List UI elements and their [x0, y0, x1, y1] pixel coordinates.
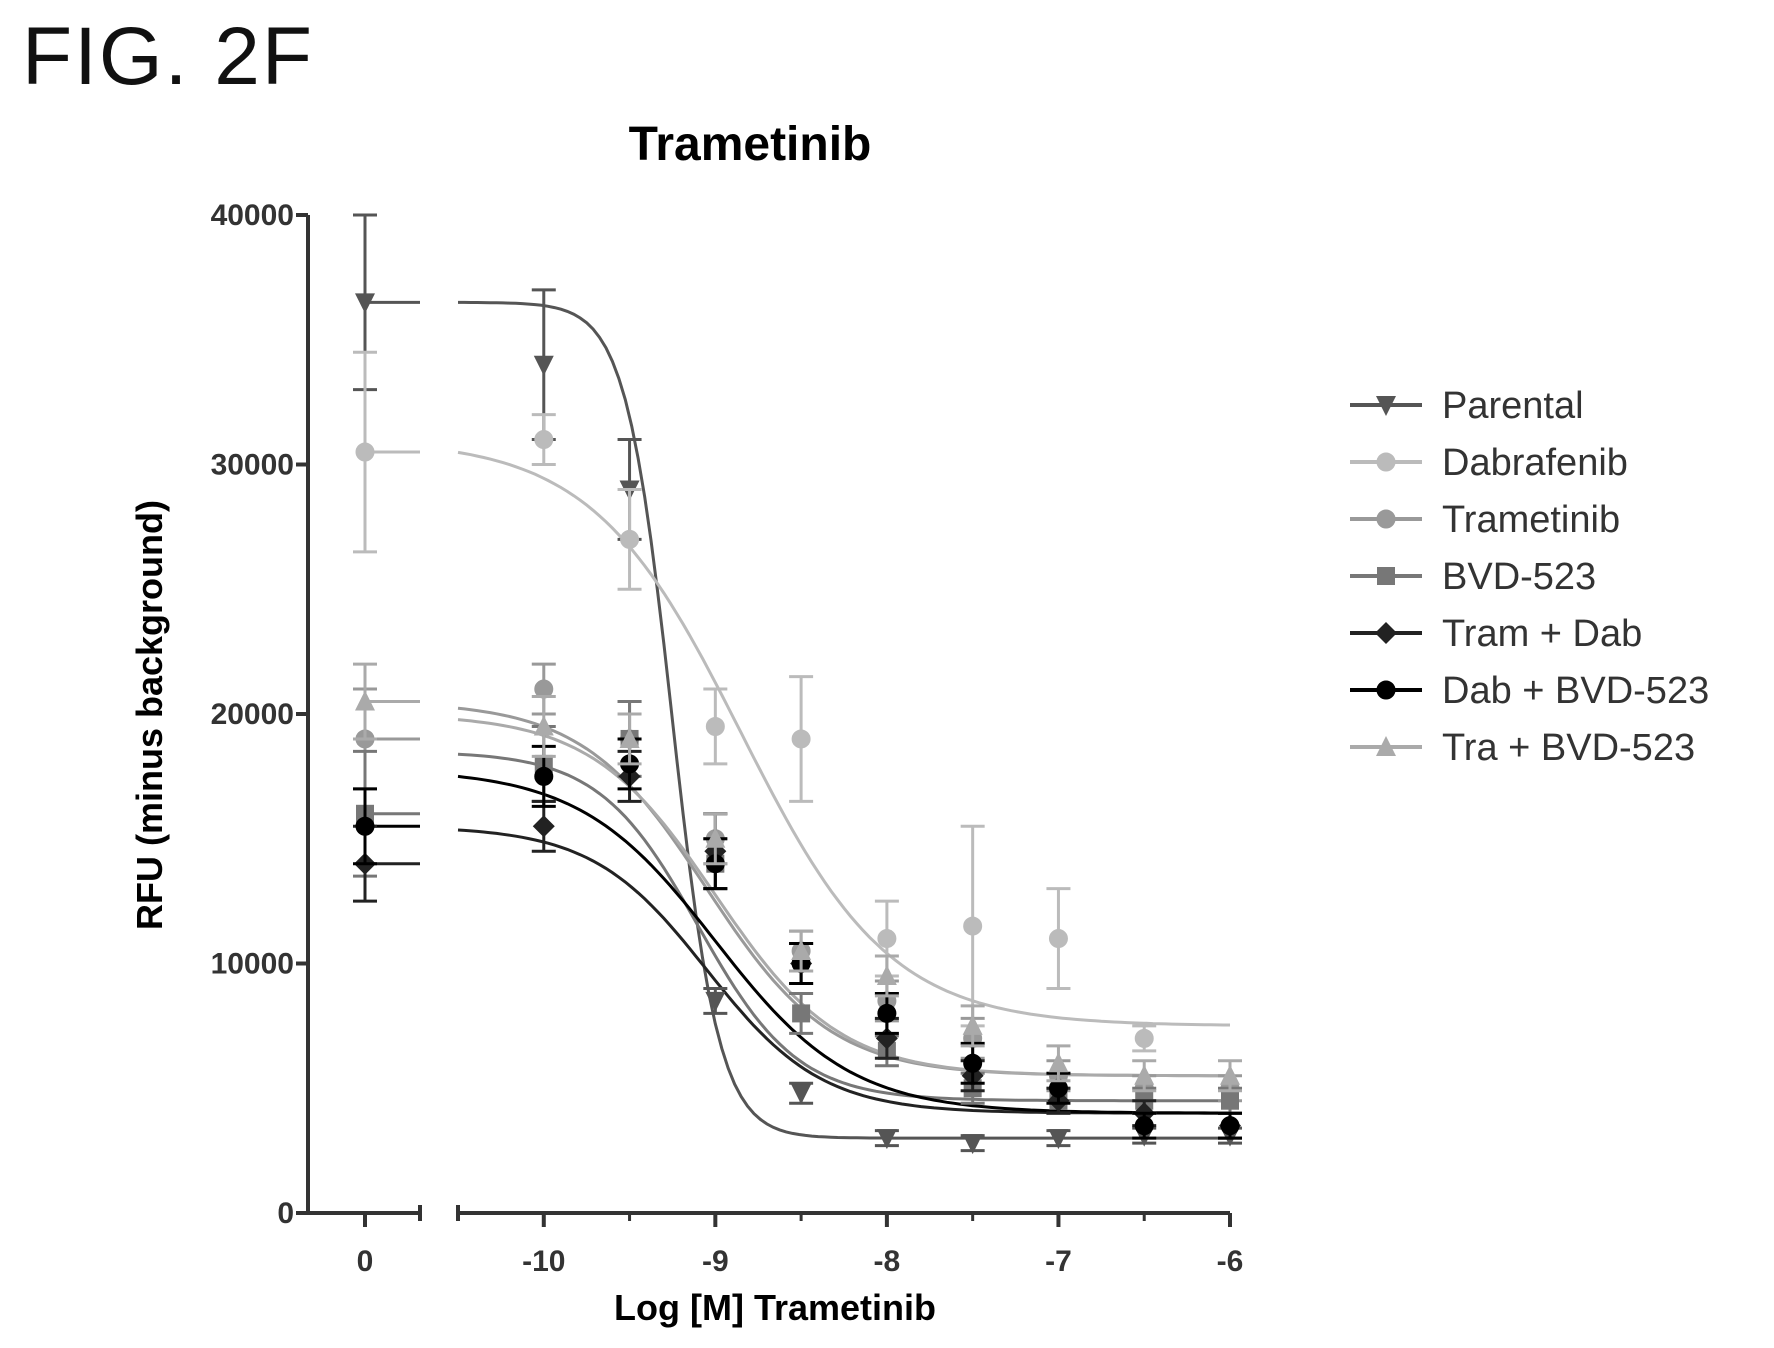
x-tick-label: -9	[702, 1245, 729, 1278]
data-point	[533, 715, 554, 736]
data-point	[792, 1004, 811, 1023]
data-point	[705, 716, 725, 736]
fit-curve-dab-bvd-523	[457, 774, 1230, 1115]
legend-marker	[1375, 622, 1397, 644]
data-point	[1048, 1052, 1069, 1073]
data-point	[534, 766, 554, 786]
y-tick-label: 20000	[211, 698, 294, 731]
data-point	[791, 729, 811, 749]
data-point	[619, 727, 640, 748]
legend-label: Parental	[1442, 385, 1584, 427]
legend-label: Dabrafenib	[1442, 442, 1628, 484]
data-point	[791, 940, 812, 961]
data-point	[1134, 1064, 1155, 1085]
x-tick-label: -8	[874, 1245, 901, 1278]
data-point	[1048, 1129, 1069, 1150]
data-markers	[353, 213, 1242, 1155]
x-tick-label: 0	[357, 1245, 374, 1278]
x-tick-label: -6	[1217, 1245, 1244, 1278]
data-point	[355, 816, 375, 836]
y-tick-label: 30000	[211, 449, 294, 482]
data-point	[962, 1014, 983, 1035]
legend-marker	[1376, 452, 1396, 472]
data-point	[620, 529, 640, 549]
legend-marker	[1377, 567, 1395, 585]
legend-label: Tram + Dab	[1442, 613, 1642, 655]
x-axis-label: Log [M] Trametinib	[614, 1287, 936, 1328]
fit-curve-tra-bvd-523	[457, 718, 1230, 1078]
legend-label: BVD-523	[1442, 556, 1596, 598]
data-point	[1220, 1116, 1240, 1136]
x-tick-label: -7	[1045, 1245, 1072, 1278]
x-tick-label: -10	[522, 1245, 565, 1278]
data-point	[533, 355, 554, 376]
data-point	[705, 827, 726, 848]
data-point	[355, 442, 375, 462]
data-point	[963, 1053, 983, 1073]
chart-title: Trametinib	[629, 118, 872, 171]
y-tick-label: 0	[277, 1197, 294, 1230]
fit-curve-bvd-523	[457, 752, 1230, 1103]
data-point	[705, 991, 726, 1012]
axes: 0 10000 20000 30000 40000 0 -10 -9 -8 -7 -6	[211, 199, 1244, 1278]
y-tick-label: 40000	[211, 199, 294, 232]
data-point	[1134, 1116, 1154, 1136]
data-point	[1134, 1028, 1154, 1048]
legend-marker	[1376, 396, 1396, 416]
data-point	[355, 690, 375, 711]
data-point	[962, 1134, 983, 1155]
data-point	[876, 1129, 897, 1150]
data-point	[532, 815, 555, 838]
fit-curve-tram-dab	[457, 828, 1230, 1115]
legend-label: Dab + BVD-523	[1442, 670, 1709, 712]
y-tick-label: 10000	[211, 948, 294, 981]
data-point	[963, 916, 983, 936]
fit-curve-parental	[458, 300, 1230, 1140]
legend-label: Trametinib	[1442, 499, 1620, 541]
data-point	[1048, 929, 1068, 949]
data-point	[877, 1003, 897, 1023]
legend: Parental Dabrafenib Trametinib BVD-523 Tram …	[1350, 385, 1709, 769]
data-point	[355, 293, 375, 314]
legend-label: Tra + BVD-523	[1442, 727, 1695, 769]
legend-marker	[1376, 509, 1396, 529]
data-point	[876, 964, 897, 985]
data-point	[1221, 1091, 1239, 1110]
figure-label: FIG. 2F	[22, 11, 314, 102]
fit-curves	[365, 300, 1230, 1140]
fit-curve-dabrafenib	[457, 450, 1230, 1027]
data-point	[877, 929, 897, 949]
data-point	[791, 1084, 812, 1105]
data-point	[534, 430, 554, 450]
legend-marker	[1376, 680, 1396, 700]
y-axis-label: RFU (minus background)	[129, 500, 170, 930]
data-point	[1220, 1064, 1240, 1085]
legend-marker	[1376, 736, 1396, 756]
